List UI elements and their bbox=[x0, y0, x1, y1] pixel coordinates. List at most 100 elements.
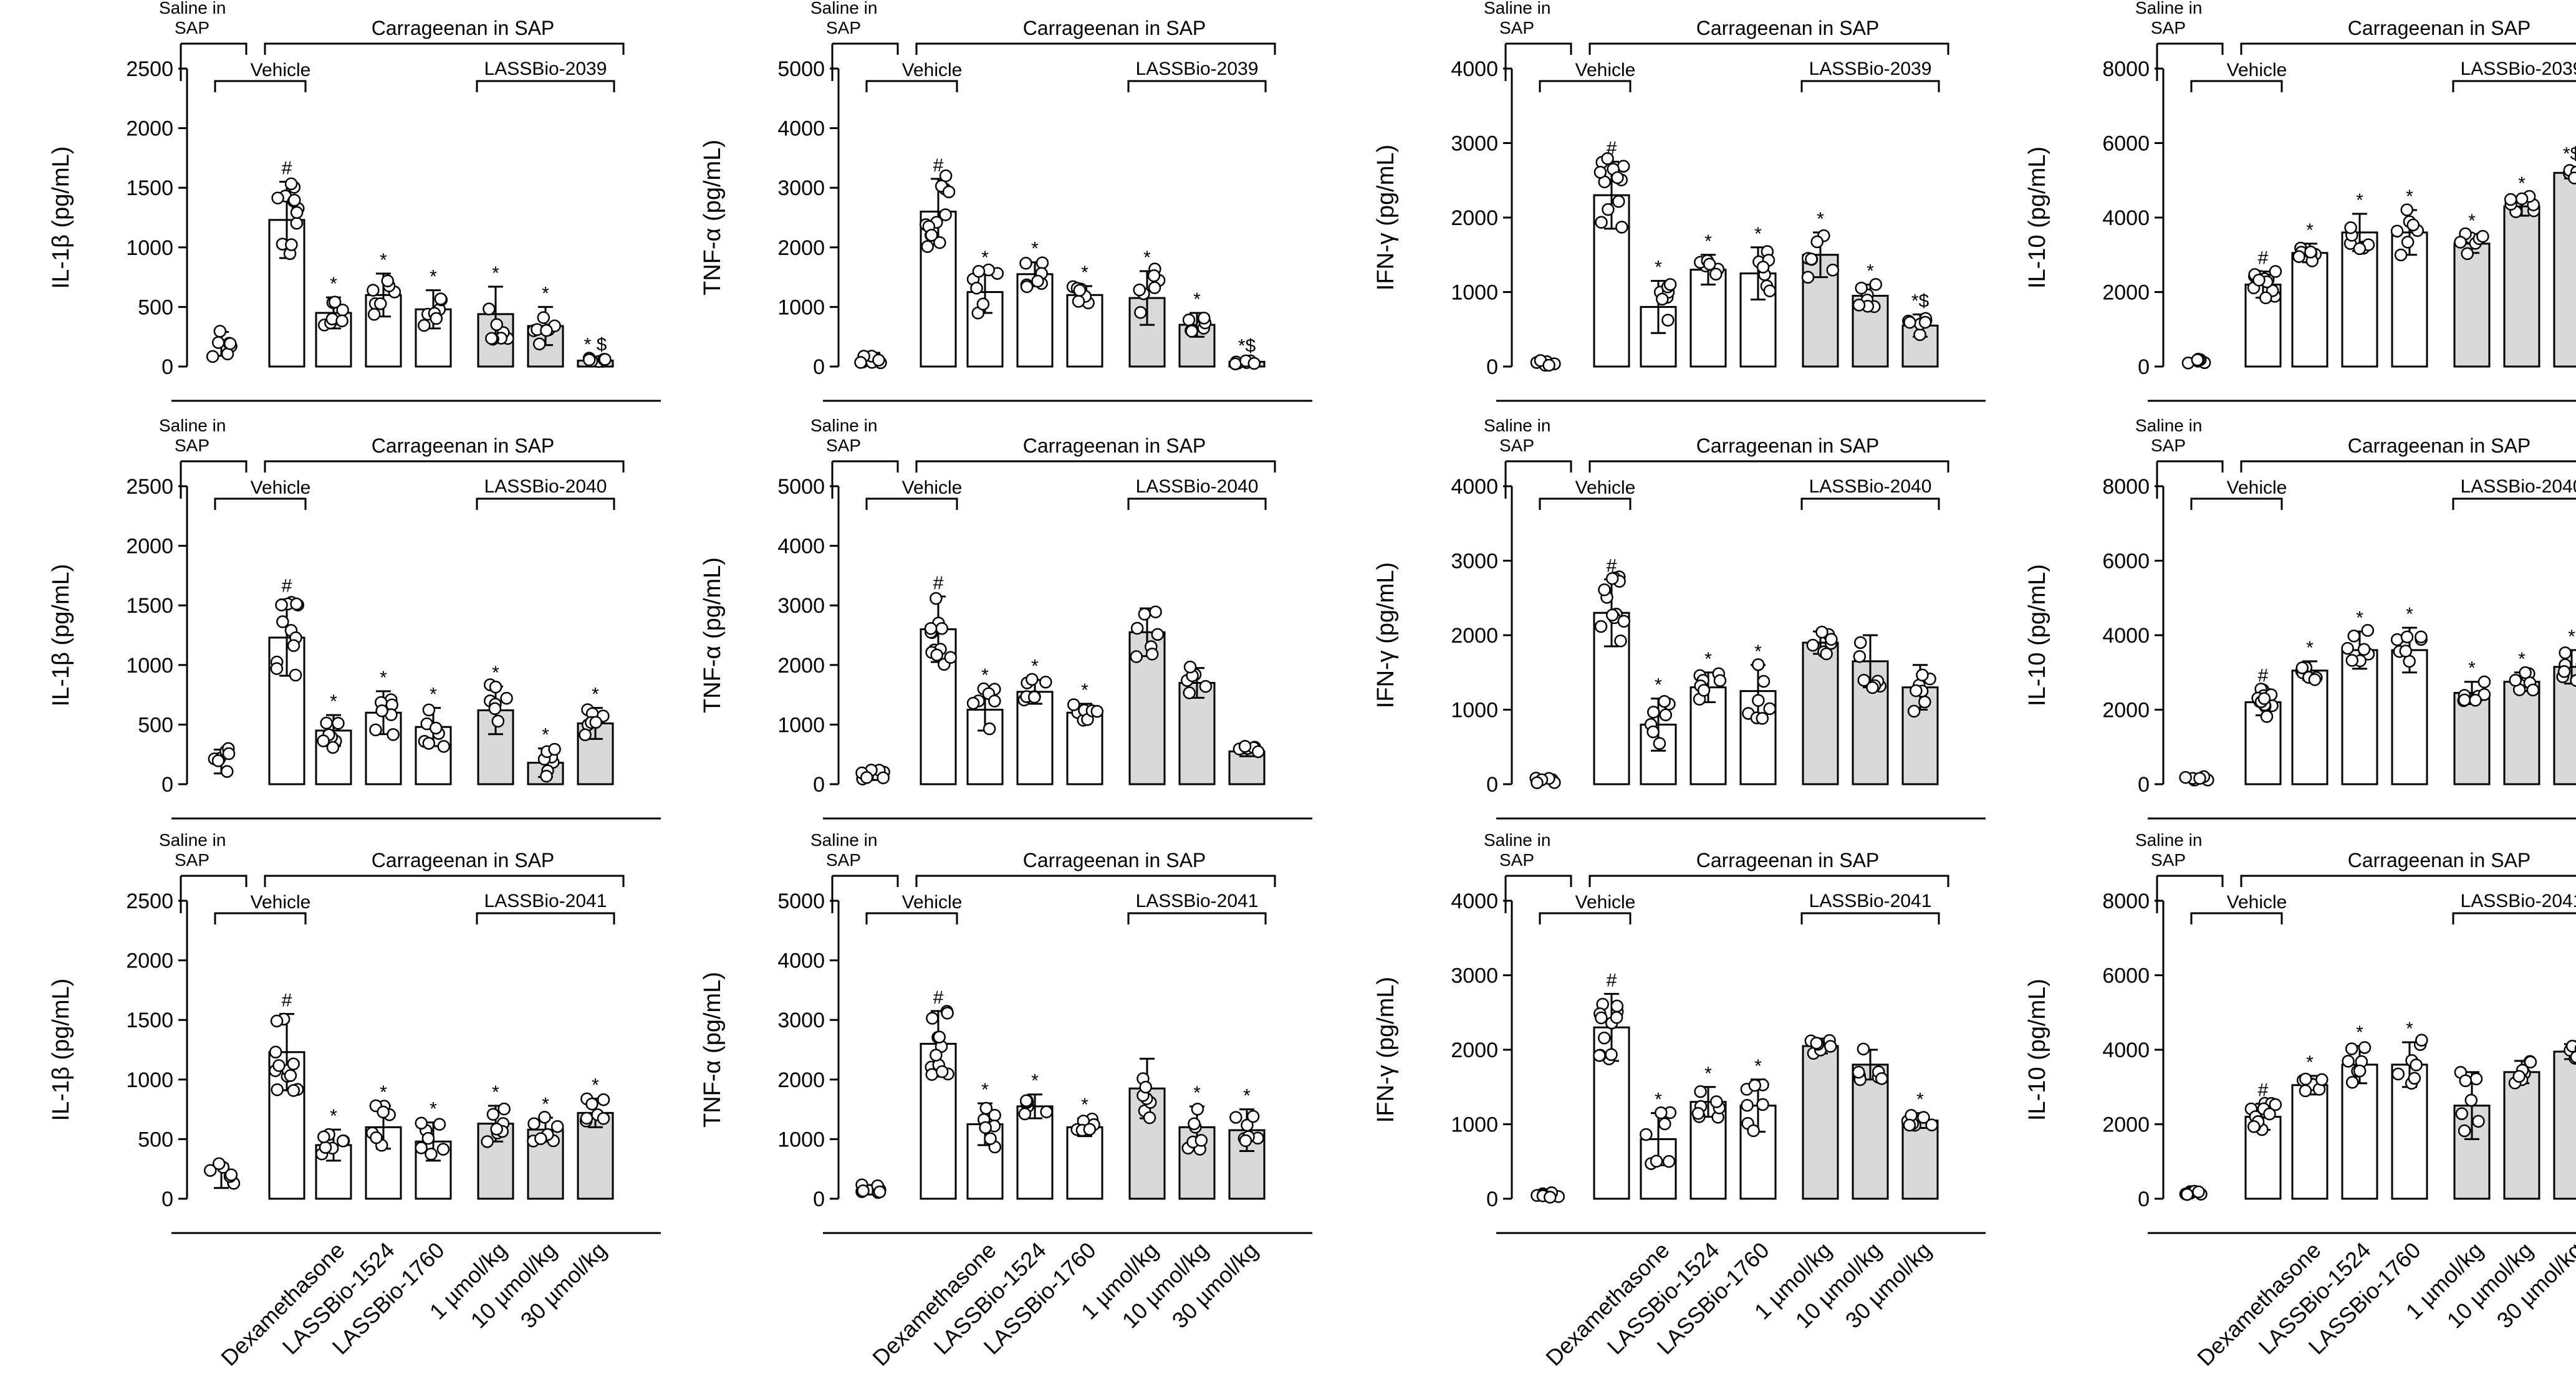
data-point bbox=[857, 1184, 870, 1197]
y-axis-label: TNF-α (pg/mL) bbox=[699, 972, 726, 1128]
compound-label: LASSBio-2039 bbox=[484, 59, 607, 79]
data-point bbox=[2308, 673, 2322, 686]
y-tick-label: 2000 bbox=[777, 1068, 825, 1092]
bar bbox=[966, 291, 1004, 368]
compound-label: LASSBio-2041 bbox=[484, 891, 607, 911]
data-point bbox=[1655, 1106, 1668, 1120]
y-tick-label: 0 bbox=[813, 1188, 825, 1211]
saline-label: SAP bbox=[2151, 850, 2186, 870]
compound-label: LASSBio-2041 bbox=[2461, 891, 2576, 911]
carrageenan-label: Carrageenan in SAP bbox=[372, 17, 555, 39]
y-tick-label: 3000 bbox=[1451, 964, 1498, 988]
y-tick-label: 2000 bbox=[126, 117, 173, 141]
data-point bbox=[1824, 1040, 1837, 1053]
data-point bbox=[1741, 1098, 1754, 1112]
data-point bbox=[942, 185, 956, 199]
vehicle-label: Vehicle bbox=[1575, 60, 1636, 80]
data-point bbox=[1241, 1118, 1254, 1132]
data-point bbox=[2252, 274, 2266, 287]
vehicle-bracket bbox=[2190, 912, 2283, 924]
data-point bbox=[1748, 1078, 1762, 1092]
y-tick-label: 5000 bbox=[777, 890, 825, 913]
data-point bbox=[930, 648, 943, 661]
data-point bbox=[1612, 194, 1625, 208]
carrageenan-bracket bbox=[264, 875, 625, 887]
data-point bbox=[933, 236, 946, 249]
significance-label: # bbox=[933, 987, 944, 1008]
data-point bbox=[877, 771, 890, 784]
data-point bbox=[491, 714, 505, 728]
saline-bracket bbox=[181, 460, 248, 473]
data-point bbox=[1662, 1154, 1676, 1168]
data-point bbox=[935, 622, 948, 635]
bar bbox=[1852, 1063, 1889, 1200]
data-point bbox=[930, 592, 943, 605]
y-tick-label: 2000 bbox=[2102, 281, 2150, 305]
significance-label: * bbox=[1704, 649, 1712, 669]
carrageenan-bracket bbox=[915, 42, 1276, 55]
compound-label: LASSBio-2041 bbox=[1809, 891, 1932, 911]
data-point bbox=[1661, 314, 1675, 327]
data-point bbox=[2299, 1072, 2312, 1086]
data-point bbox=[1710, 1095, 1723, 1108]
data-point bbox=[988, 1108, 1001, 1122]
y-tick-label: 4000 bbox=[777, 535, 825, 559]
y-tick-label: 0 bbox=[2138, 1188, 2150, 1211]
data-point bbox=[540, 324, 553, 337]
data-point bbox=[271, 191, 284, 204]
data-point bbox=[1650, 1154, 1663, 1168]
data-point bbox=[2344, 221, 2357, 234]
carrageenan-label: Carrageenan in SAP bbox=[2348, 849, 2531, 871]
significance-label: # bbox=[933, 573, 944, 593]
data-point bbox=[2259, 291, 2272, 305]
carrageenan-bracket bbox=[1588, 875, 1949, 887]
data-point bbox=[2469, 694, 2482, 707]
significance-label: * bbox=[2356, 608, 2363, 628]
data-point bbox=[548, 742, 561, 756]
vehicle-bracket bbox=[1539, 80, 1632, 92]
saline-bracket bbox=[832, 42, 899, 55]
y-axis-label: IFN-γ (pg/mL) bbox=[1373, 562, 1399, 708]
significance-label: * bbox=[2468, 211, 2476, 231]
vehicle-label: Vehicle bbox=[2227, 477, 2287, 498]
data-point bbox=[2400, 203, 2414, 216]
data-point bbox=[1826, 264, 1839, 277]
y-tick-label: 0 bbox=[1486, 773, 1498, 797]
vehicle-label: Vehicle bbox=[2227, 60, 2287, 80]
data-point bbox=[2557, 665, 2571, 678]
data-point bbox=[490, 318, 503, 331]
data-point bbox=[589, 716, 602, 729]
data-point bbox=[579, 728, 592, 741]
data-point bbox=[1130, 621, 1144, 635]
data-point bbox=[2455, 1107, 2469, 1120]
data-point bbox=[421, 1131, 435, 1145]
bar bbox=[2503, 205, 2540, 368]
data-point bbox=[1691, 1106, 1705, 1120]
data-point bbox=[1199, 679, 1213, 693]
data-point bbox=[1090, 704, 1104, 718]
bar bbox=[2503, 1071, 2540, 1200]
y-tick-label: 5000 bbox=[777, 475, 825, 499]
data-point bbox=[1869, 278, 1883, 291]
carrageenan-label: Carrageenan in SAP bbox=[1696, 17, 1880, 39]
data-point bbox=[2568, 171, 2576, 185]
significance-label: *$ bbox=[1238, 336, 1256, 357]
compound-bracket bbox=[1800, 80, 1940, 92]
data-point bbox=[2269, 1098, 2282, 1111]
significance-label: * bbox=[430, 1099, 437, 1120]
carrageenan-bracket bbox=[1588, 42, 1949, 55]
data-point bbox=[2347, 630, 2361, 643]
significance-label: # bbox=[1607, 138, 1617, 158]
data-point bbox=[489, 680, 502, 694]
data-point bbox=[1595, 216, 1608, 229]
data-point bbox=[2403, 655, 2416, 668]
data-point bbox=[270, 1014, 284, 1028]
carrageenan-bracket bbox=[2240, 42, 2576, 55]
data-point bbox=[1138, 607, 1151, 621]
y-axis-label: IL-10 (pg/mL) bbox=[2024, 146, 2050, 289]
data-point bbox=[285, 238, 298, 251]
data-point bbox=[1853, 650, 1867, 663]
data-point bbox=[1191, 1103, 1204, 1116]
significance-label: * bbox=[380, 1082, 387, 1103]
significance-label: * bbox=[2306, 1052, 2314, 1073]
